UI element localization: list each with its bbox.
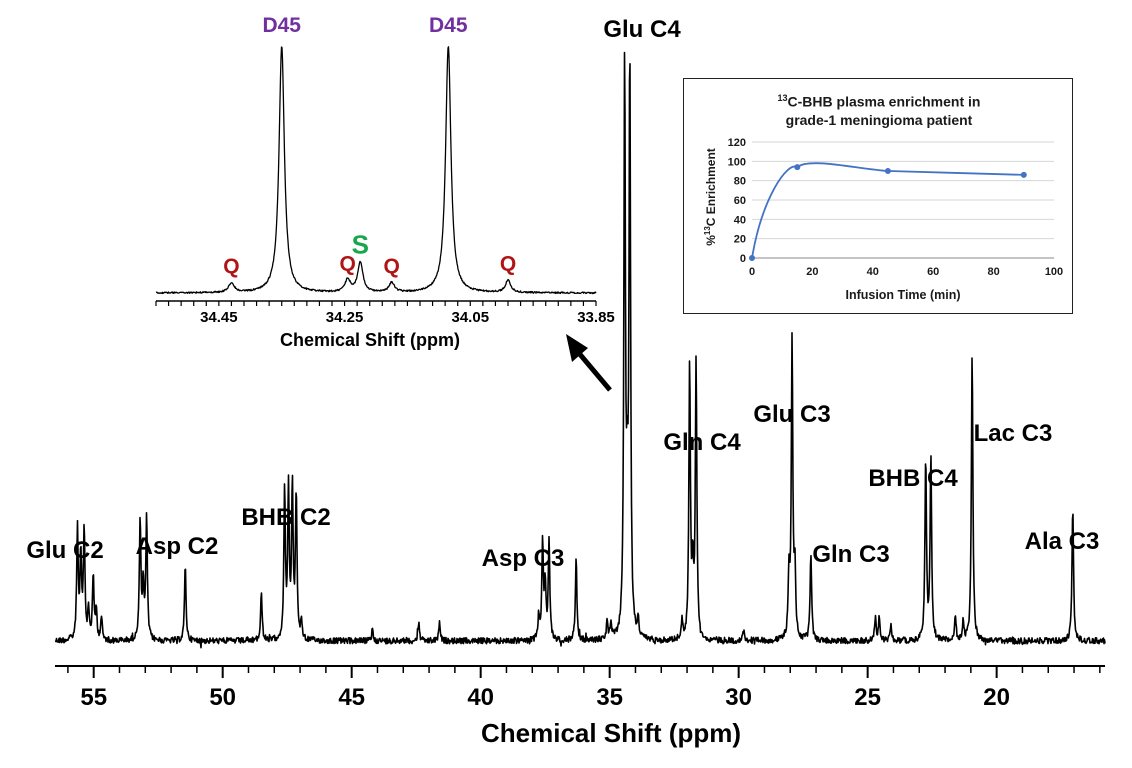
inset-x-axis-title: Chemical Shift (ppm) <box>280 330 460 350</box>
enrichment-x-tick-label: 20 <box>806 266 818 278</box>
enrichment-y-tick-label: 120 <box>728 137 746 149</box>
zoom-arrow <box>566 334 612 392</box>
enrichment-points <box>749 164 1027 261</box>
peak-label-lac-c3: Lac C3 <box>974 420 1053 447</box>
enrichment-y-title-sup: 13 <box>703 226 712 235</box>
enrichment-point <box>749 255 755 261</box>
inset-peak-label-q: Q <box>223 255 239 278</box>
enrichment-y-axis-title: %13C Enrichment <box>703 148 718 246</box>
main-x-tick-label: 55 <box>80 684 107 711</box>
enrichment-y-ticks: 0 20 40 60 80 100 120 <box>728 137 746 265</box>
enrichment-x-tick-label: 40 <box>867 266 879 278</box>
main-x-axis-title: Chemical Shift (ppm) <box>481 718 741 748</box>
inset-x-tick-label: 33.85 <box>577 309 615 326</box>
enrichment-x-tick-label: 0 <box>749 266 755 278</box>
enrichment-y-tick-label: 60 <box>734 195 746 207</box>
main-x-tick-label: 40 <box>467 684 494 711</box>
enrichment-y-tick-label: 80 <box>734 176 746 188</box>
enrichment-x-axis-title: Infusion Time (min) <box>845 288 960 302</box>
enrichment-x-tick-label: 80 <box>987 266 999 278</box>
inset-peak-label-d45: D45 <box>429 14 468 37</box>
enrichment-point <box>794 164 801 171</box>
main-x-tick-label: 50 <box>209 684 236 711</box>
main-x-tick-label: 35 <box>596 684 623 711</box>
enrichment-x-ticks: 0 20 40 60 80 100 <box>749 266 1063 278</box>
main-x-ticks: 55 50 45 40 35 30 25 20 <box>67 666 1101 711</box>
peak-label-glu-c4: Glu C4 <box>603 16 681 43</box>
peak-label-bhb-c2: BHB C2 <box>241 504 330 531</box>
enrichment-y-tick-label: 40 <box>734 214 746 226</box>
peak-label-gln-c3: Gln C3 <box>812 541 889 568</box>
glu-c4-inset: 34.45 34.25 34.05 33.85 Chemical Shift (ppm… <box>155 14 615 350</box>
main-x-tick-label: 25 <box>854 684 881 711</box>
enrichment-x-tick-label: 100 <box>1045 266 1063 278</box>
peak-label-glu-c3: Glu C3 <box>753 401 830 428</box>
enrichment-x-tick-label: 60 <box>927 266 939 278</box>
inset-x-ticks: 34.45 34.25 34.05 33.85 <box>155 301 615 326</box>
main-x-tick-label: 45 <box>338 684 365 711</box>
inset-x-tick-label: 34.05 <box>452 309 490 326</box>
peak-label-glu-c2: Glu C2 <box>26 537 103 564</box>
inset-peak-label-s: S <box>352 229 369 259</box>
enrichment-point <box>1020 171 1027 178</box>
enrichment-chart: 0 20 40 60 80 100 120 0 20 40 60 80 100 Infusion Ti… <box>703 137 1063 302</box>
main-x-tick-label: 30 <box>725 684 752 711</box>
inset-peak-label-q: Q <box>384 255 400 278</box>
enrichment-y-tick-label: 0 <box>740 253 746 265</box>
enrichment-point <box>884 168 891 174</box>
inset-peak-label-q: Q <box>500 253 516 276</box>
main-spectrum: 55 50 45 40 35 30 25 20 Chemical Shift (ppm) Gl… <box>26 16 1106 748</box>
inset-peak-label-d45: D45 <box>262 14 301 37</box>
inset-peak-label-q: Q <box>340 253 356 276</box>
inset-spectrum-trace <box>155 46 597 295</box>
enrichment-y-title-post: C Enrichment <box>704 148 718 226</box>
enrichment-series-line <box>751 162 1024 259</box>
enrichment-y-tick-label: 20 <box>734 234 746 246</box>
peak-label-bhb-c4: BHB C4 <box>868 465 958 492</box>
enrichment-title: 13C-BHB plasma enrichment in grade-1 men… <box>684 89 1074 129</box>
enrichment-y-tick-label: 100 <box>728 156 746 168</box>
enrichment-panel: 13C-BHB plasma enrichment in grade-1 men… <box>683 78 1073 314</box>
enrichment-y-title-pre: % <box>704 235 718 246</box>
enrichment-title-line1: C-BHB plasma enrichment in <box>787 93 981 110</box>
peak-label-asp-c2: Asp C2 <box>136 533 219 560</box>
enrichment-grid <box>752 141 1054 259</box>
enrichment-title-line2: grade-1 meningioma patient <box>785 111 973 128</box>
main-x-tick-label: 20 <box>983 684 1010 711</box>
enrichment-title-sup: 13 <box>777 93 788 103</box>
inset-x-tick-label: 34.45 <box>200 309 238 326</box>
peak-label-asp-c3: Asp C3 <box>482 545 565 572</box>
peak-label-ala-c3: Ala C3 <box>1025 528 1100 555</box>
main-spectrum-trace <box>54 51 1106 649</box>
peak-label-gln-c4: Gln C4 <box>663 429 741 456</box>
inset-x-tick-label: 34.25 <box>326 309 364 326</box>
